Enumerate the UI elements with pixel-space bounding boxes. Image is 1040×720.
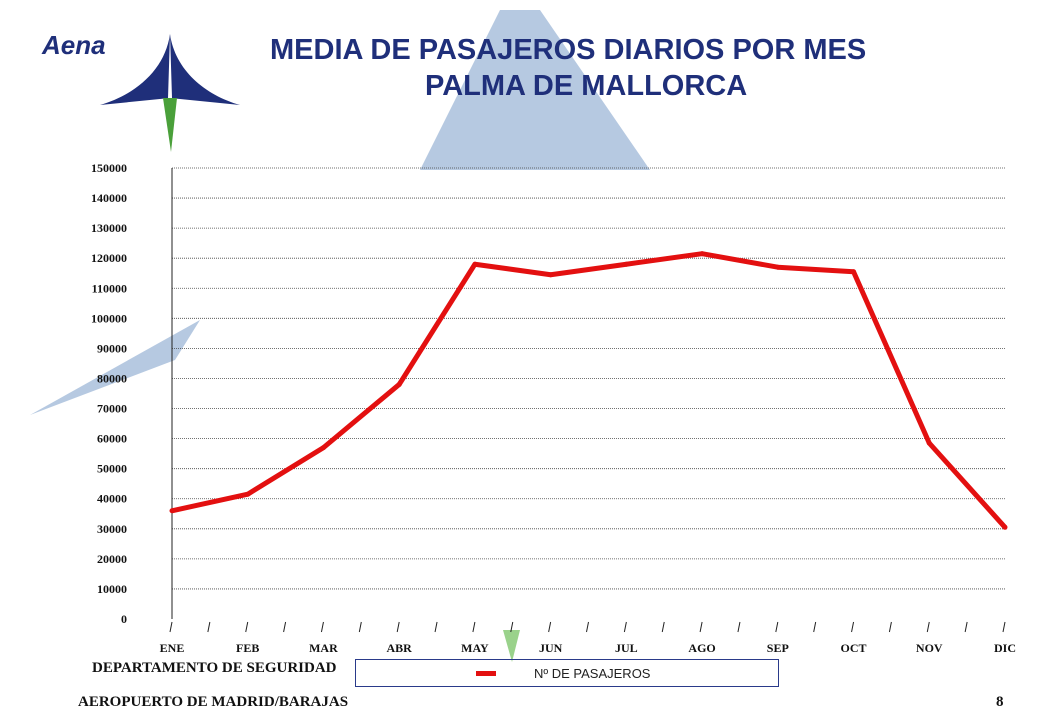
x-minor-tick-mark xyxy=(358,621,362,633)
y-tick-label: 90000 xyxy=(97,341,127,355)
y-tick-label: 40000 xyxy=(97,492,127,506)
x-minor-tick-mark xyxy=(510,621,514,633)
y-tick-label: 10000 xyxy=(97,582,127,596)
x-tick-mark xyxy=(926,621,930,633)
data-point xyxy=(926,440,932,446)
x-tick-mark xyxy=(548,621,552,633)
brand-name: Aena xyxy=(42,30,106,60)
y-tick-label: 50000 xyxy=(97,462,127,476)
x-tick-label: FEB xyxy=(236,641,259,655)
chart-title: MEDIA DE PASAJEROS DIARIOS POR MES xyxy=(270,34,867,66)
x-tick-mark xyxy=(851,621,855,633)
data-point xyxy=(623,261,629,267)
x-tick-mark xyxy=(699,621,703,633)
x-tick-mark xyxy=(320,621,324,633)
y-tick-label: 0 xyxy=(121,612,127,626)
data-point xyxy=(548,272,554,278)
x-tick-mark xyxy=(472,621,476,633)
legend-label: Nº DE PASAJEROS xyxy=(534,666,651,681)
x-minor-tick-mark xyxy=(964,621,968,633)
legend-swatch xyxy=(476,671,496,676)
chart-grid xyxy=(172,167,1005,590)
x-minor-tick-mark xyxy=(586,621,589,633)
y-tick-label: 130000 xyxy=(91,221,127,235)
x-tick-label: DIC xyxy=(994,641,1016,655)
y-tick-label: 120000 xyxy=(91,251,127,265)
x-tick-label: ABR xyxy=(387,641,413,655)
y-tick-label: 140000 xyxy=(91,191,127,205)
x-minor-tick-mark xyxy=(434,621,438,633)
x-tick-mark xyxy=(775,621,779,633)
x-minor-tick-mark xyxy=(888,621,892,633)
y-tick-label: 80000 xyxy=(97,371,127,385)
y-tick-label: 30000 xyxy=(97,522,127,536)
data-point xyxy=(245,491,251,497)
data-point xyxy=(396,381,402,387)
x-tick-mark xyxy=(245,621,249,633)
aena-logo-icon xyxy=(100,34,240,152)
x-tick-mark xyxy=(623,621,627,633)
x-tick-mark xyxy=(169,621,173,633)
page-number: 8 xyxy=(996,694,1004,710)
data-point xyxy=(1002,524,1008,530)
x-minor-tick-mark xyxy=(737,621,741,633)
x-axis: ENE FEB MAR ABR MAY JUN JUL AGO SEP OCT NOV DIC xyxy=(160,621,1016,655)
data-point xyxy=(320,445,326,451)
watermark-left-shape xyxy=(30,320,200,415)
data-point xyxy=(775,264,781,270)
x-tick-label: NOV xyxy=(916,641,943,655)
data-point xyxy=(169,508,175,514)
data-point xyxy=(851,269,857,275)
y-tick-label: 60000 xyxy=(97,432,127,446)
x-tick-label: JUN xyxy=(539,641,563,655)
x-tick-label: AGO xyxy=(688,641,715,655)
footer-airport: AEROPUERTO DE MADRID/BARAJAS xyxy=(78,694,349,710)
y-tick-label: 20000 xyxy=(97,552,127,566)
x-tick-label: ENE xyxy=(160,641,185,655)
data-point xyxy=(472,261,478,267)
y-tick-label: 100000 xyxy=(91,311,127,325)
x-minor-tick-mark xyxy=(207,621,211,633)
x-tick-mark xyxy=(1002,621,1006,633)
chart-series xyxy=(169,251,1008,530)
watermark-top-shape xyxy=(420,10,650,170)
series-line xyxy=(171,251,1007,529)
watermark-green-shape xyxy=(503,630,520,662)
x-tick-label: JUL xyxy=(615,641,638,655)
x-tick-label: OCT xyxy=(841,641,867,655)
data-point xyxy=(699,251,705,257)
x-tick-label: MAY xyxy=(461,641,489,655)
y-tick-label: 110000 xyxy=(92,281,127,295)
x-tick-label: MAR xyxy=(309,641,338,655)
x-tick-label: SEP xyxy=(767,641,789,655)
chart-legend: Nº DE PASAJEROS xyxy=(355,659,779,687)
chart-subtitle: PALMA DE MALLORCA xyxy=(425,70,748,102)
x-tick-mark xyxy=(396,621,400,633)
footer-department: DEPARTAMENTO DE SEGURIDAD xyxy=(92,660,337,676)
y-tick-label: 150000 xyxy=(91,161,127,175)
y-tick-label: 70000 xyxy=(97,402,127,416)
x-minor-tick-mark xyxy=(661,621,665,633)
x-minor-tick-mark xyxy=(813,621,817,633)
x-minor-tick-mark xyxy=(283,621,287,633)
y-axis: 0 10000 20000 30000 40000 50000 60000 70000 8000… xyxy=(91,161,173,626)
